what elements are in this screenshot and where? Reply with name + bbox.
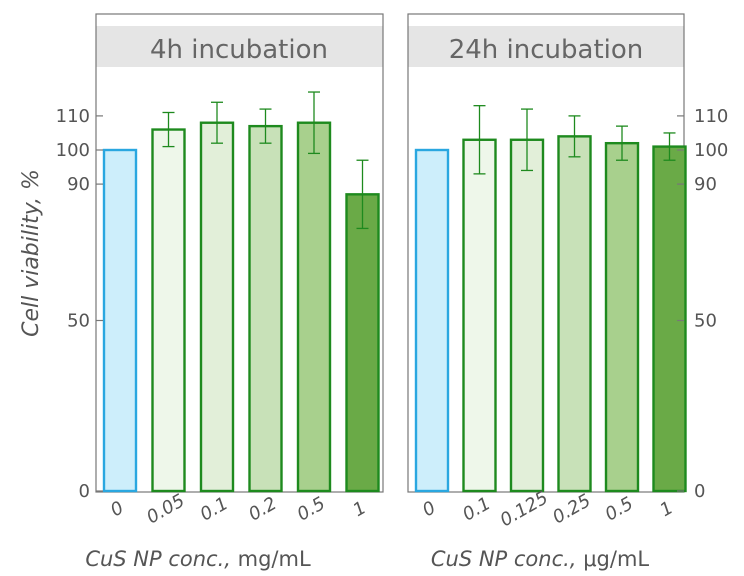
panel-4h: 4h incubation 0 50 90 100 110 0 0.05 0.1 0.2 0.5… (56, 13, 384, 528)
bars-24h (414, 105, 687, 493)
xcat-label-24h-0.1: 0.1 (459, 493, 494, 526)
bar-24h-1 (652, 145, 687, 493)
xcat-label-4h-0.2: 0.2 (245, 493, 280, 526)
xcat-label-4h-0.05: 0.05 (143, 490, 188, 528)
xcats-4h: 0 0.05 0.1 0.2 0.5 1 (107, 490, 370, 528)
panel-24h-title-band (408, 26, 684, 67)
ytick-label-right-110: 110 (694, 106, 728, 127)
bar-24h-0.1 (462, 138, 497, 493)
bar-4h-0.05 (151, 128, 186, 493)
bar-24h-0.125 (509, 138, 545, 493)
xcat-label-24h-0.25: 0.25 (549, 490, 594, 528)
ytick-label-left-90: 90 (67, 174, 90, 195)
ytick-label-left-110: 110 (56, 106, 90, 127)
xcat-label-4h-0: 0 (107, 497, 127, 521)
x-axis-label-right-italic: CuS NP conc., (431, 547, 577, 571)
xcat-label-4h-0.1: 0.1 (197, 493, 232, 526)
xcat-label-4h-1: 1 (350, 497, 370, 521)
bar-4h-1 (345, 193, 380, 493)
bar-24h-0 (414, 148, 450, 493)
yticks-right: 0 50 90 100 110 (677, 106, 728, 502)
panel-4h-frame (95, 13, 384, 493)
panel-24h-title: 24h incubation (449, 35, 644, 65)
xcat-label-24h-1: 1 (657, 497, 677, 521)
ytick-label-left-0: 0 (79, 481, 90, 502)
ytick-label-right-0: 0 (694, 481, 705, 502)
y-axis-label: Cell viability, % (19, 169, 44, 337)
ytick-label-right-100: 100 (694, 140, 728, 161)
xcat-label-24h-0.125: 0.125 (497, 487, 552, 531)
panel-4h-title: 4h incubation (150, 35, 328, 65)
panel-24h-frame (407, 13, 685, 493)
yticks-left: 0 50 90 100 110 (56, 106, 103, 502)
bar-4h-0 (102, 148, 138, 493)
bar-4h-0.1 (199, 121, 235, 493)
panel-4h-title-band (96, 26, 383, 67)
xcat-label-24h-0: 0 (419, 497, 439, 521)
ytick-label-right-90: 90 (694, 174, 717, 195)
bar-24h-0.5 (604, 141, 640, 493)
x-axis-label-right-unit: μg/mL (583, 547, 649, 571)
bar-4h-0.2 (248, 124, 283, 493)
x-axis-label-left-unit: mg/mL (238, 547, 311, 571)
panel-24h: 24h incubation 0 50 90 100 110 0 0.1 0.1250.25… (407, 13, 728, 531)
x-axis-label-left: CuS NP conc., mg/mL (85, 547, 311, 571)
ytick-label-left-50: 50 (67, 311, 90, 332)
bar-4h-0.5 (296, 121, 332, 493)
xcat-label-4h-0.5: 0.5 (294, 493, 329, 526)
x-axis-label-right: CuS NP conc., μg/mL (431, 547, 650, 571)
bars-4h (102, 91, 380, 493)
xcat-label-24h-0.5: 0.5 (602, 493, 637, 526)
ytick-label-left-100: 100 (56, 140, 90, 161)
x-axis-label-left-italic: CuS NP conc., (85, 547, 231, 571)
bar-24h-0.25 (557, 135, 592, 493)
ytick-label-right-50: 50 (694, 311, 717, 332)
